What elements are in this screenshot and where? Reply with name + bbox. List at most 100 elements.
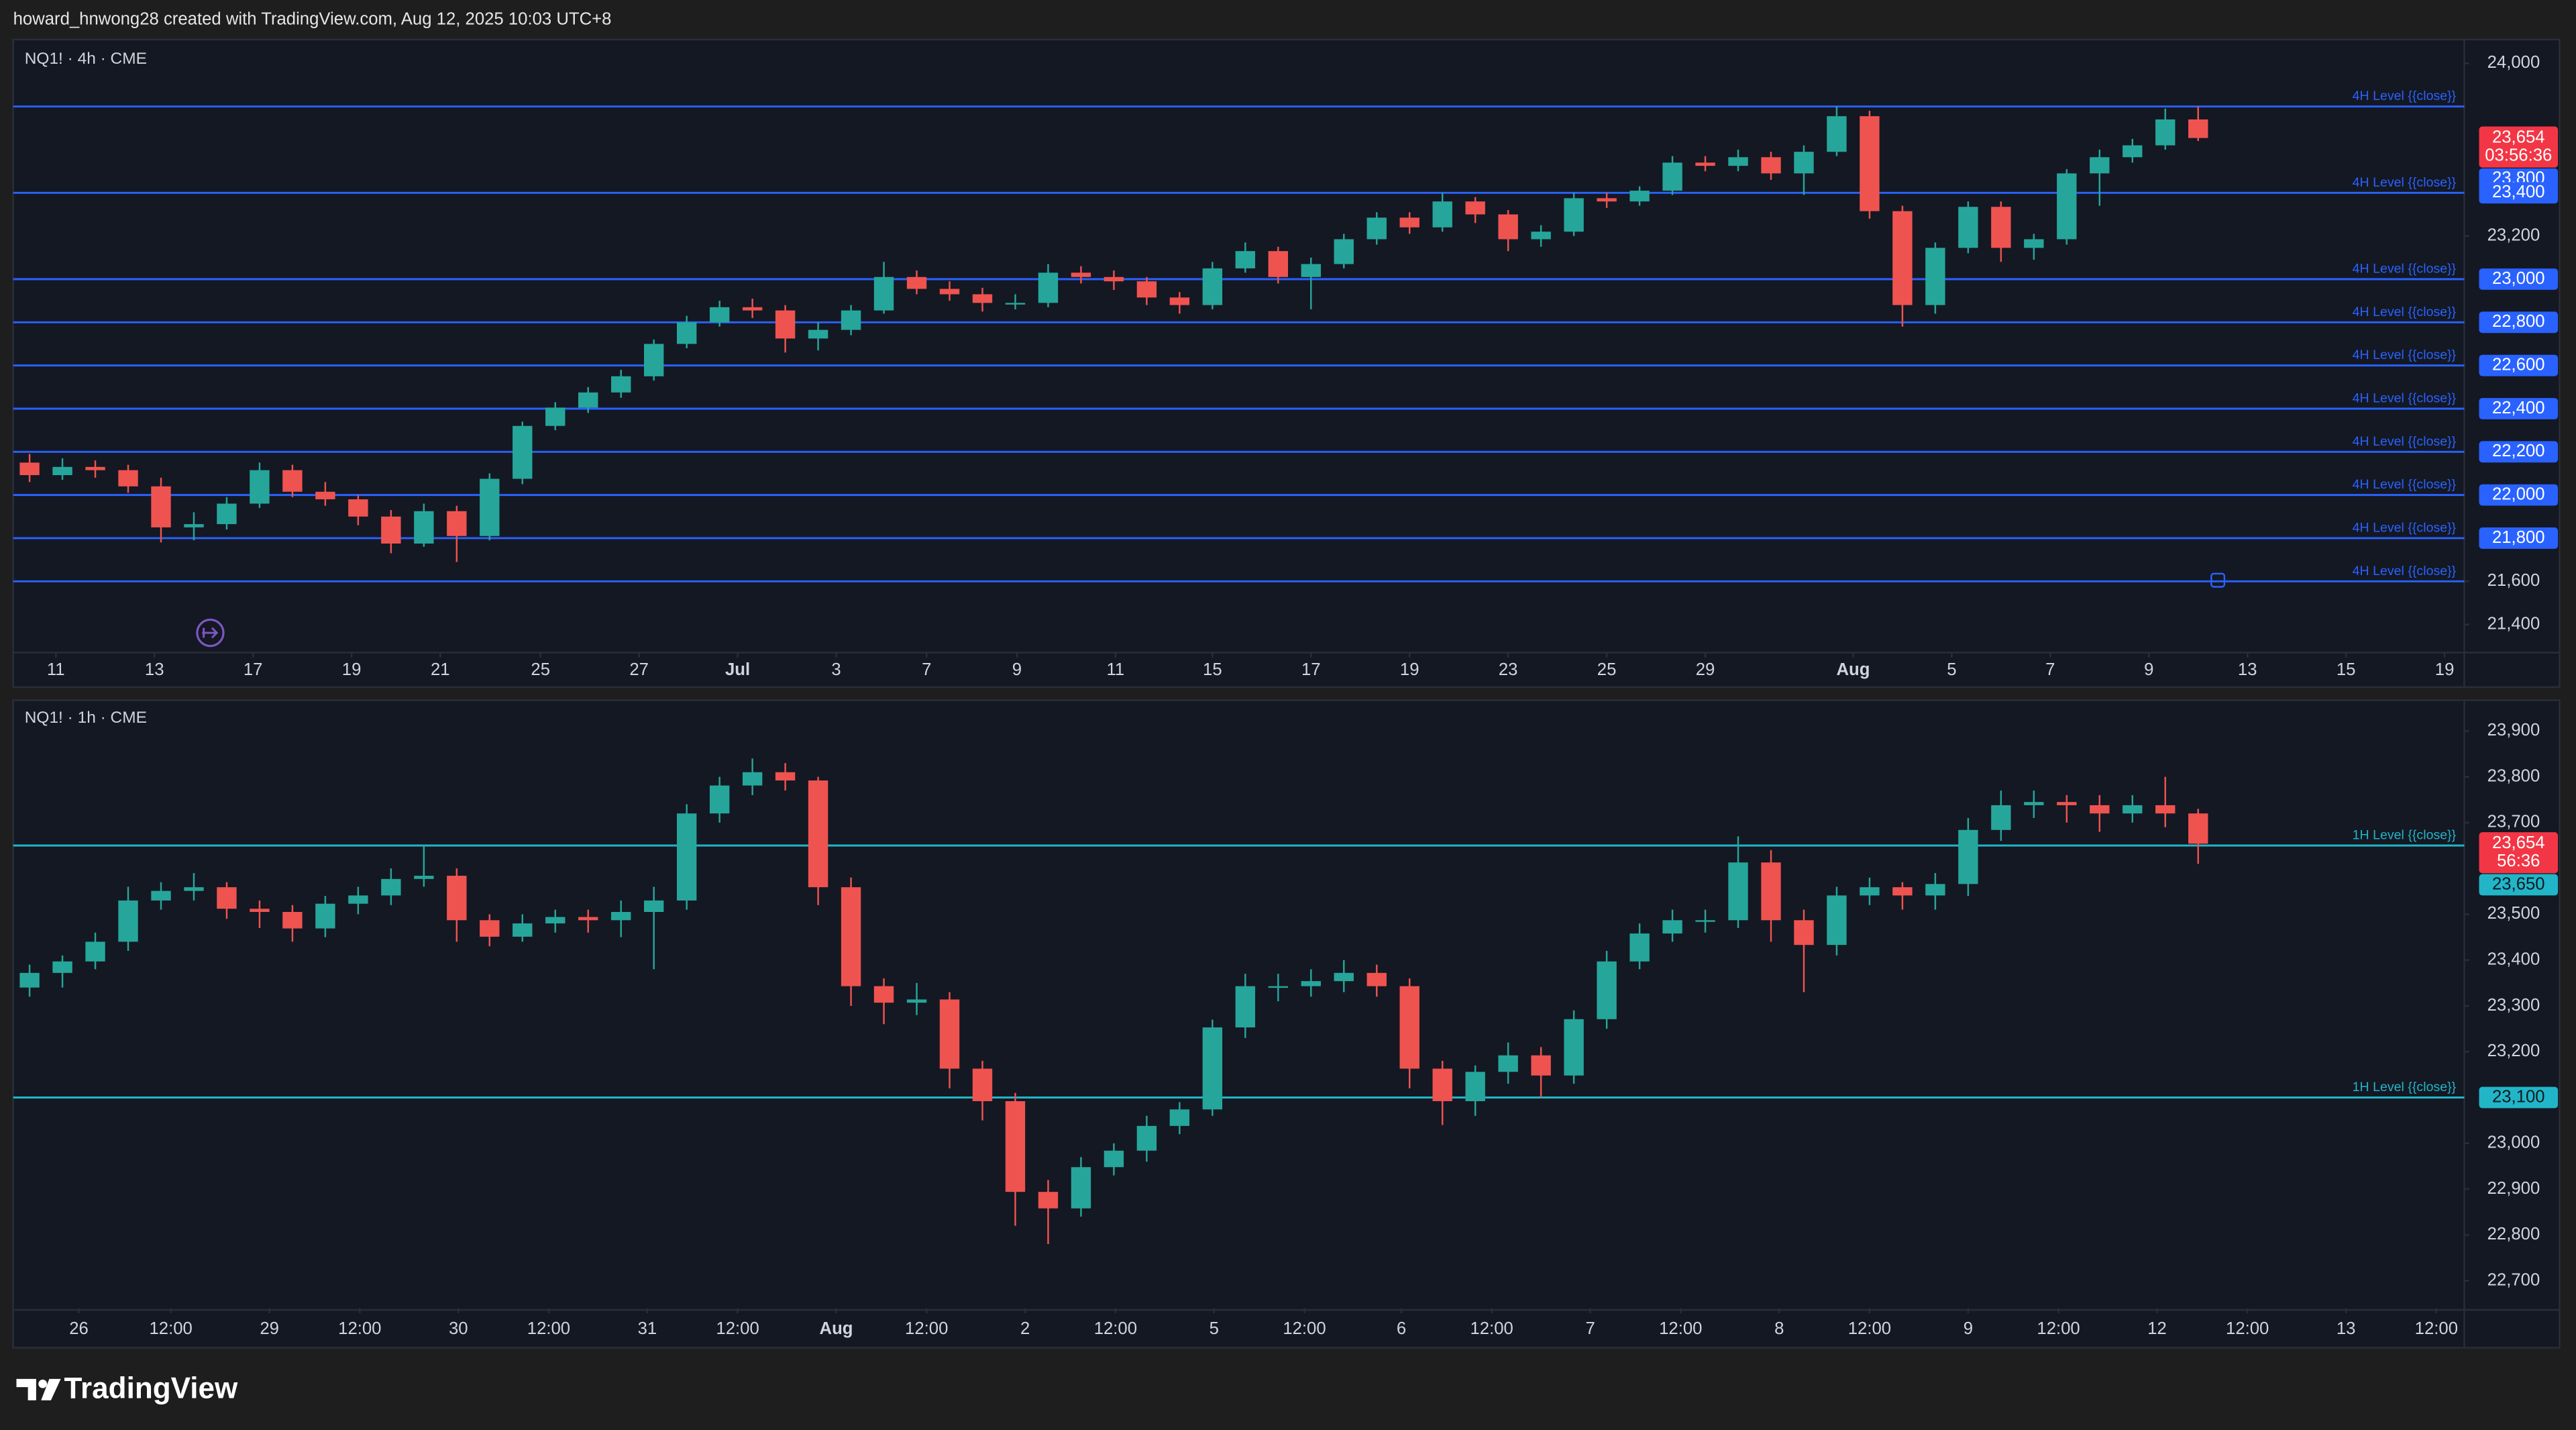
candle-body <box>118 470 138 487</box>
chart-title: NQ1! · 1h · CME <box>25 709 147 727</box>
level-badge-label: 22,600 <box>2492 355 2545 374</box>
level-badge <box>2479 268 2559 290</box>
candle-body <box>1761 862 1781 921</box>
candle-body <box>1268 251 1288 277</box>
candle-body <box>2123 145 2143 158</box>
level-badge-label: 23,000 <box>2492 269 2545 288</box>
candle-body <box>1564 1019 1584 1076</box>
candle-body <box>1136 281 1157 298</box>
candle-body <box>1169 297 1190 305</box>
x-tick-label: 13 <box>2337 1319 2356 1338</box>
candle-body <box>2024 239 2044 248</box>
pane-1h <box>12 699 2561 1349</box>
x-tick-label: 7 <box>922 660 931 679</box>
x-tick-label: 12:00 <box>716 1319 759 1338</box>
x-tick-label: 26 <box>69 1319 89 1338</box>
candle-body <box>513 425 533 479</box>
level-badge-label: 22,000 <box>2492 484 2545 503</box>
candle-body <box>151 486 171 527</box>
level-text: 4H Level {{close}} <box>2353 261 2457 276</box>
x-tick-label: 27 <box>629 660 649 679</box>
candle-body <box>315 491 335 500</box>
y-tick-label: 21,400 <box>2487 614 2540 633</box>
candle-body <box>348 499 368 517</box>
candle-body <box>447 876 467 921</box>
candle-body <box>1662 162 1682 191</box>
candle-body <box>873 986 894 1003</box>
candle-body <box>1498 1055 1518 1072</box>
replay-icon[interactable] <box>196 618 225 648</box>
x-tick-label: 8 <box>1774 1319 1784 1338</box>
candle-body <box>1268 986 1288 988</box>
level-badge <box>2479 311 2559 334</box>
candle-body <box>1366 217 1387 240</box>
candle-body <box>19 972 40 988</box>
x-tick-label: 29 <box>260 1319 279 1338</box>
candle-body <box>1038 1192 1059 1209</box>
candle-body <box>480 478 500 536</box>
y-tick-label: 23,000 <box>2487 1133 2540 1152</box>
x-tick-label: 30 <box>449 1319 468 1338</box>
x-tick-label: 6 <box>1397 1319 1406 1338</box>
level-badge-label: 22,800 <box>2492 312 2545 331</box>
charts: NQ1! · 4h · CME 24,000 23,200 21,600 21,400 1… <box>13 50 2559 1338</box>
x-tick-label: 29 <box>1696 660 1715 679</box>
brand: TradingView <box>64 1372 239 1405</box>
level-text: 4H Level {{close}} <box>2353 391 2457 405</box>
x-tick-label: 2 <box>1020 1319 1030 1338</box>
candle-body <box>972 1068 993 1101</box>
candle-body <box>2024 802 2044 805</box>
candle-body <box>1728 862 1748 921</box>
candle-body <box>1399 986 1419 1069</box>
level-badge-label: 23,100 <box>2492 1087 2545 1106</box>
candle-body <box>250 470 270 504</box>
candle-body <box>709 307 730 323</box>
x-tick-label: 12 <box>2147 1319 2167 1338</box>
candle-body <box>1794 920 1814 946</box>
candle-body <box>2057 173 2077 240</box>
level-badge <box>2479 874 2559 896</box>
candle-body <box>1038 272 1059 303</box>
y-tick-label: 23,800 <box>2487 766 2540 785</box>
y-tick-label: 21,600 <box>2487 571 2540 590</box>
x-tick-label: 12:00 <box>150 1319 193 1338</box>
level-badge <box>2479 1086 2559 1109</box>
x-tick-label: 5 <box>1210 1319 1219 1338</box>
candle-body <box>1860 116 1880 211</box>
x-tick-label: Aug <box>1836 660 1870 679</box>
level-text: 4H Level {{close}} <box>2353 175 2457 190</box>
candle-body <box>1958 207 1978 248</box>
candle-body <box>1235 986 1256 1028</box>
candle-body <box>1005 1101 1026 1192</box>
candle-body <box>85 466 105 470</box>
candle-body <box>1399 217 1419 227</box>
level-badge-label: 21,800 <box>2492 528 2545 547</box>
candle-body <box>1991 805 2011 830</box>
header-text: howard_hnwong28 created with TradingView… <box>13 9 612 28</box>
candle-body <box>578 917 598 921</box>
candle-body <box>841 310 861 330</box>
candle-body <box>545 917 566 924</box>
candle-body <box>282 470 303 492</box>
level-text: 1H Level {{close}} <box>2353 827 2457 842</box>
candle-body <box>1071 1167 1091 1209</box>
candle-body <box>545 407 566 426</box>
candle-body <box>184 524 204 527</box>
y-tick-label: 23,200 <box>2487 225 2540 244</box>
candle-body <box>1465 201 1485 215</box>
level-badge-label: 23,400 <box>2492 183 2545 201</box>
candle-body <box>1597 961 1617 1019</box>
last-price-badge <box>2479 126 2559 168</box>
level-text: 4H Level {{close}} <box>2353 477 2457 492</box>
candle-body <box>85 941 105 962</box>
level-badge <box>2479 398 2559 419</box>
level-text: 4H Level {{close}} <box>2353 348 2457 362</box>
x-tick-label: 12:00 <box>527 1319 570 1338</box>
candle-body <box>1334 239 1354 264</box>
candle-body <box>513 923 533 937</box>
x-tick-label: 12:00 <box>2037 1319 2080 1338</box>
candle-body <box>1629 933 1650 962</box>
level-handle[interactable] <box>2210 572 2226 588</box>
level-badge <box>2479 441 2559 463</box>
y-tick-label: 22,900 <box>2487 1179 2540 1198</box>
